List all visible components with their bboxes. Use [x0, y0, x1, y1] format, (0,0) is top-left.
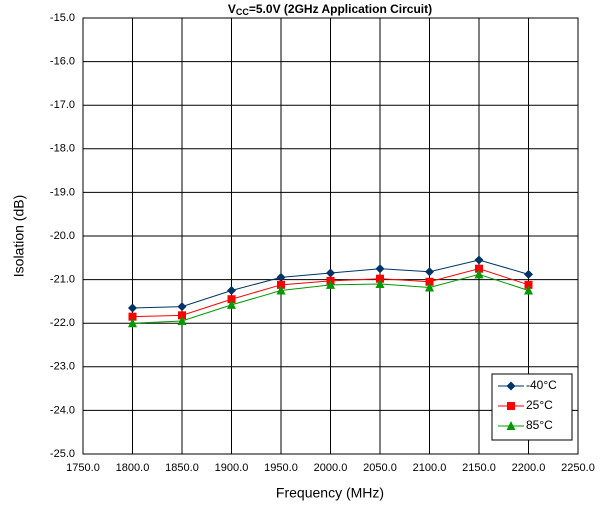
legend-label: 85°C — [526, 418, 553, 432]
x-tick-label: 1800.0 — [116, 462, 150, 474]
marker — [178, 311, 186, 320]
marker — [276, 285, 286, 295]
chart-title: VCC=5.0V (2GHz Application Circuit) — [228, 2, 432, 17]
y-tick-label: -19.0 — [50, 186, 75, 198]
y-tick-label: -22.0 — [50, 317, 75, 329]
marker — [277, 280, 285, 289]
marker — [425, 267, 434, 277]
y-tick-label: -20.0 — [50, 230, 75, 242]
y-tick-label: -18.0 — [50, 143, 75, 155]
marker — [375, 278, 385, 288]
marker — [227, 286, 236, 295]
x-axis-label: Frequency (MHz) — [276, 485, 384, 501]
y-tick-label: -16.0 — [50, 56, 75, 68]
title-part: V — [228, 2, 236, 16]
marker — [425, 277, 434, 286]
marker — [227, 295, 236, 304]
marker — [128, 303, 137, 313]
x-tick-label: 2100.0 — [413, 462, 447, 474]
y-tick-label: -25.0 — [50, 448, 75, 460]
y-axis-label: Isolation (dB) — [11, 195, 27, 277]
marker — [474, 255, 484, 265]
marker — [177, 316, 187, 326]
marker — [326, 279, 335, 289]
title-subscript: CC — [236, 7, 249, 17]
marker — [474, 269, 484, 279]
y-tick-label: -23.0 — [50, 361, 75, 373]
y-tick-label: -17.0 — [50, 99, 75, 111]
x-tick-label: 2000.0 — [314, 462, 348, 474]
legend-marker — [506, 381, 516, 391]
legend-label: -40°C — [526, 378, 557, 392]
legend-marker — [507, 402, 515, 410]
marker — [475, 264, 483, 273]
marker — [177, 302, 187, 312]
legend-marker — [506, 421, 516, 430]
x-tick-label: 1950.0 — [264, 462, 298, 474]
y-tick-label: -21.0 — [50, 274, 75, 286]
x-tick-label: 2250.0 — [561, 462, 595, 474]
marker — [376, 274, 384, 283]
x-tick-label: 1750.0 — [66, 462, 100, 474]
y-tick-label: -15.0 — [50, 12, 75, 24]
x-tick-label: 2200.0 — [512, 462, 546, 474]
title-part: =5.0V (2GHz Application Circuit) — [249, 2, 432, 16]
marker — [128, 312, 137, 321]
marker — [524, 280, 533, 289]
marker — [227, 299, 236, 309]
marker — [524, 285, 533, 295]
marker — [425, 282, 434, 292]
x-tick-label: 1900.0 — [215, 462, 249, 474]
marker — [128, 318, 137, 328]
marker — [524, 269, 533, 279]
legend-box — [491, 373, 573, 441]
y-tick-label: -24.0 — [50, 404, 75, 416]
marker — [375, 264, 385, 274]
x-tick-label: 2150.0 — [462, 462, 496, 474]
x-tick-label: 1850.0 — [165, 462, 199, 474]
legend-label: 25°C — [526, 398, 553, 412]
x-tick-label: 2050.0 — [363, 462, 397, 474]
marker — [326, 268, 335, 278]
marker — [276, 272, 286, 282]
